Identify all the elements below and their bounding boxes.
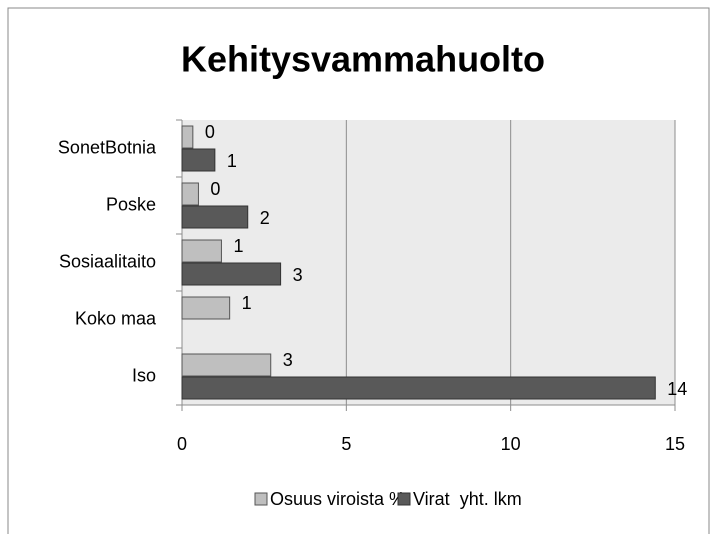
y-tick-label: Sosiaalitaito (59, 251, 156, 271)
data-label: 3 (283, 350, 293, 370)
data-label: 0 (205, 122, 215, 142)
data-label: 3 (293, 265, 303, 285)
bar (181, 262, 282, 286)
x-tick-label: 15 (665, 434, 685, 454)
x-tick-label: 10 (501, 434, 521, 454)
bar (181, 125, 194, 149)
data-label: 1 (227, 151, 237, 171)
data-label: 0 (210, 179, 220, 199)
x-tick-label: 5 (341, 434, 351, 454)
legend-label: Virat yht. lkm (413, 489, 522, 509)
legend-swatch (254, 492, 268, 506)
data-label: 14 (667, 379, 687, 399)
legend-label: Osuus viroista % (270, 489, 405, 509)
bar (181, 239, 222, 263)
x-tick-label: 0 (177, 434, 187, 454)
legend-swatch (397, 492, 411, 506)
bar (181, 148, 216, 172)
chart-title: Kehitysvammahuolto (181, 39, 545, 80)
y-tick-label: Iso (132, 365, 156, 385)
bar (181, 376, 656, 400)
chart-frame (7, 7, 710, 534)
y-tick-label: Poske (106, 194, 156, 214)
bar (181, 296, 231, 320)
bar (181, 182, 199, 206)
bar (181, 205, 249, 229)
data-label: 1 (242, 293, 252, 313)
y-tick-label: Koko maa (75, 308, 157, 328)
data-label: 2 (260, 208, 270, 228)
bar (181, 353, 272, 377)
y-tick-label: SonetBotnia (58, 137, 157, 157)
data-label: 1 (233, 236, 243, 256)
